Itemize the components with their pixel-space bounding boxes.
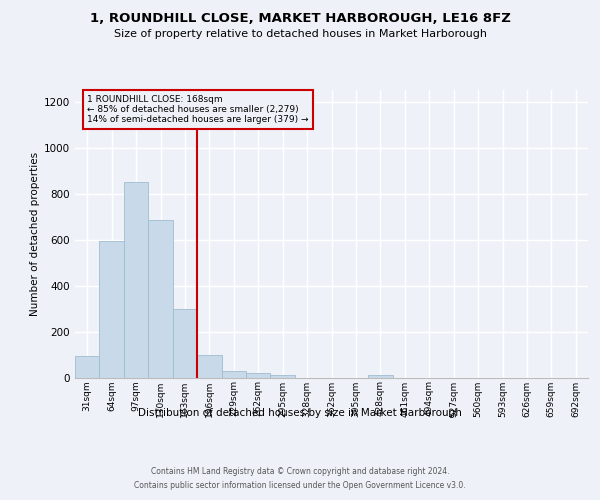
Bar xyxy=(124,182,148,378)
Bar xyxy=(246,373,271,378)
Bar xyxy=(271,375,295,378)
Bar xyxy=(75,356,100,378)
Bar xyxy=(197,354,221,378)
Bar xyxy=(368,375,392,378)
Bar xyxy=(100,240,124,378)
Text: 1 ROUNDHILL CLOSE: 168sqm
← 85% of detached houses are smaller (2,279)
14% of se: 1 ROUNDHILL CLOSE: 168sqm ← 85% of detac… xyxy=(87,94,309,124)
Y-axis label: Number of detached properties: Number of detached properties xyxy=(30,152,40,316)
Text: 1, ROUNDHILL CLOSE, MARKET HARBOROUGH, LE16 8FZ: 1, ROUNDHILL CLOSE, MARKET HARBOROUGH, L… xyxy=(89,12,511,26)
Bar xyxy=(173,308,197,378)
Text: Contains HM Land Registry data © Crown copyright and database right 2024.: Contains HM Land Registry data © Crown c… xyxy=(151,468,449,476)
Bar xyxy=(148,220,173,378)
Text: Size of property relative to detached houses in Market Harborough: Size of property relative to detached ho… xyxy=(113,29,487,39)
Text: Contains public sector information licensed under the Open Government Licence v3: Contains public sector information licen… xyxy=(134,481,466,490)
Text: Distribution of detached houses by size in Market Harborough: Distribution of detached houses by size … xyxy=(138,408,462,418)
Bar xyxy=(221,370,246,378)
